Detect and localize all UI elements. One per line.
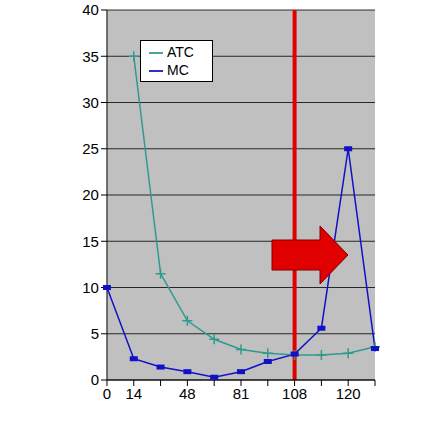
svg-text:30: 30 bbox=[82, 94, 99, 111]
svg-text:81: 81 bbox=[233, 385, 250, 402]
svg-text:108: 108 bbox=[282, 385, 307, 402]
svg-text:35: 35 bbox=[82, 48, 99, 65]
svg-text:10: 10 bbox=[82, 279, 99, 296]
svg-text:14: 14 bbox=[125, 385, 142, 402]
svg-text:40: 40 bbox=[82, 1, 99, 18]
html-text:ATC: ATC bbox=[167, 44, 194, 60]
svg-text:25: 25 bbox=[82, 140, 99, 157]
svg-text:15: 15 bbox=[82, 233, 99, 250]
html-text:MC: MC bbox=[167, 62, 189, 78]
svg-text:0: 0 bbox=[91, 371, 99, 388]
svg-text:120: 120 bbox=[336, 385, 361, 402]
svg-text:48: 48 bbox=[179, 385, 196, 402]
svg-text:20: 20 bbox=[82, 186, 99, 203]
svg-text:0: 0 bbox=[103, 385, 111, 402]
svg-text:5: 5 bbox=[91, 325, 99, 342]
